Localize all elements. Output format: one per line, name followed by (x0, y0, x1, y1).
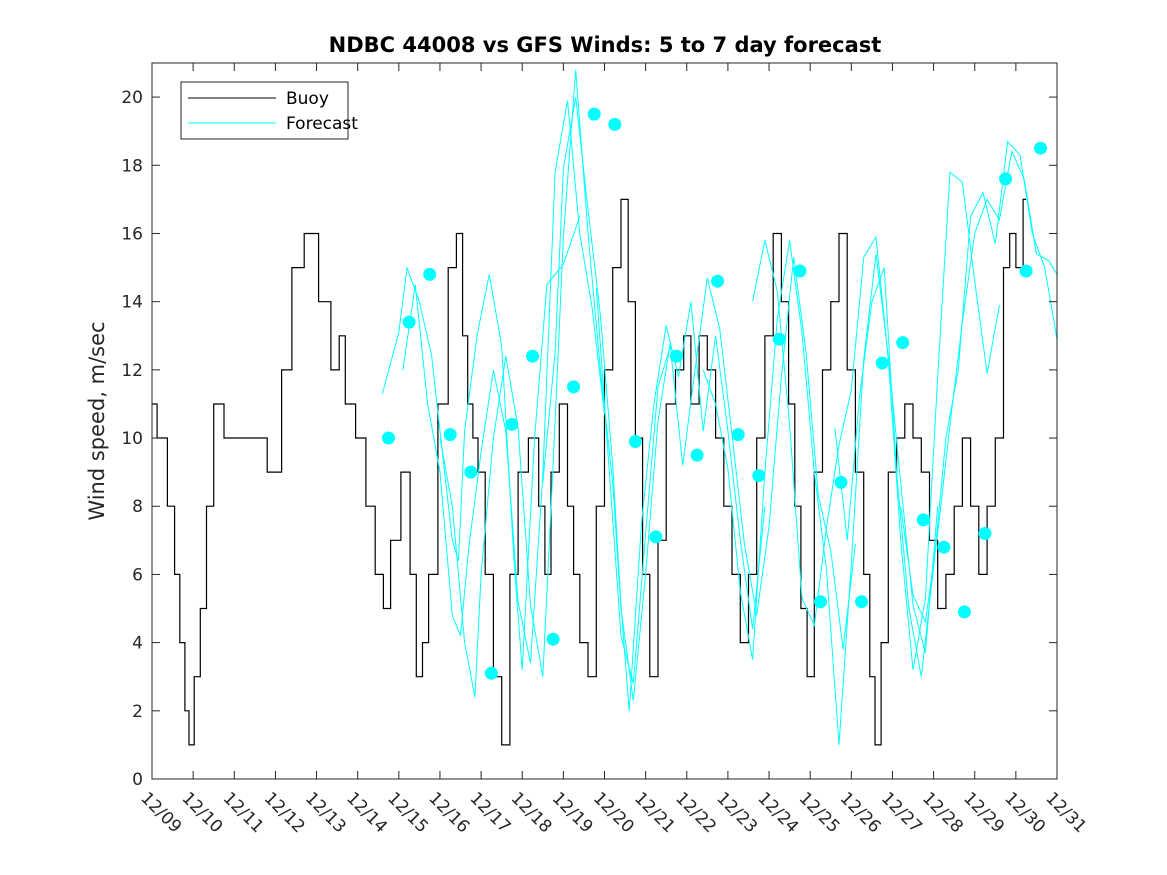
x-tick-label: 12/31 (1041, 788, 1090, 837)
y-tick-label: 6 (132, 565, 143, 585)
x-tick-label: 12/27 (877, 788, 926, 837)
x-tick-label: 12/20 (589, 788, 638, 837)
forecast-marker (999, 172, 1013, 186)
plot-area (151, 62, 1058, 780)
forecast-marker (505, 417, 519, 431)
forecast-marker (608, 117, 622, 131)
forecast-marker (896, 336, 910, 350)
x-tick-label: 12/29 (959, 788, 1008, 837)
x-tick-label: 12/18 (507, 788, 556, 837)
x-tick-label: 12/23 (712, 788, 761, 837)
forecast-run-line-6 (702, 240, 939, 745)
forecast-marker (855, 595, 869, 609)
x-tick-label: 12/26 (836, 788, 885, 837)
buoy-series-layer (152, 198, 1027, 746)
y-tick-label: 8 (132, 497, 143, 517)
x-tick-label: 12/24 (753, 788, 802, 837)
forecast-marker (546, 632, 560, 646)
forecast-marker (1019, 264, 1033, 278)
forecast-marker (382, 431, 395, 445)
forecast-marker (752, 469, 766, 483)
forecast-marker (731, 428, 745, 442)
forecast-marker (814, 595, 827, 609)
y-axis-label: Wind speed, m/sec (85, 321, 109, 520)
forecast-marker (526, 349, 539, 363)
forecast-marker (711, 274, 725, 288)
forecast-marker (443, 428, 457, 442)
forecast-marker (834, 475, 848, 489)
y-tick-label: 14 (121, 293, 143, 313)
x-tick-label: 12/28 (918, 788, 967, 837)
forecast-run-line-1 (381, 216, 581, 670)
x-tick-label: 12/10 (178, 788, 227, 837)
x-tick-label: 12/15 (383, 788, 432, 837)
forecast-run-line-5 (595, 257, 856, 684)
x-tick-label: 12/16 (424, 788, 473, 837)
forecast-run-line-3 (439, 69, 671, 701)
x-tick-label: 12/21 (630, 788, 679, 837)
forecast-marker (484, 666, 498, 680)
forecast-marker (567, 380, 581, 394)
x-tick-label: 12/25 (795, 788, 844, 837)
y-tick-label: 20 (121, 88, 143, 108)
y-axis: 0 2 4 6 8 10 12 14 16 18 20 (121, 88, 1057, 790)
legend-buoy-label: Buoy (286, 89, 329, 109)
forecast-run-line-7 (752, 171, 1000, 670)
x-tick-label: 12/19 (548, 788, 597, 837)
forecast-marker (628, 435, 642, 448)
forecast-marker (464, 465, 478, 479)
forecast-marker (957, 605, 971, 619)
forecast-marker-layer (382, 107, 1047, 680)
x-tick-label: 12/12 (260, 788, 309, 837)
forecast-marker (772, 332, 786, 346)
buoy-series-line (152, 198, 1027, 746)
y-tick-label: 10 (121, 429, 143, 449)
legend: Buoy Forecast (180, 81, 358, 140)
forecast-marker (423, 267, 437, 281)
y-tick-label: 2 (132, 702, 143, 722)
y-tick-label: 4 (132, 634, 143, 654)
x-tick-label: 12/22 (671, 788, 720, 837)
y-tick-label: 0 (132, 770, 143, 790)
legend-box (180, 81, 349, 140)
forecast-marker (402, 315, 416, 329)
forecast-marker (690, 448, 704, 462)
forecast-marker (793, 264, 807, 278)
forecast-marker (1034, 141, 1047, 155)
legend-forecast-label: Forecast (286, 114, 358, 134)
forecast-run-line-4 (542, 97, 766, 711)
forecast-marker (978, 527, 992, 540)
forecast-marker (649, 530, 663, 544)
forecast-marker (587, 107, 601, 121)
forecast-run-line-9 (900, 149, 1058, 624)
x-tick-label: 12/13 (301, 788, 350, 837)
y-tick-label: 18 (121, 156, 143, 176)
forecast-marker (670, 349, 683, 363)
x-tick-label: 12/30 (1000, 788, 1049, 837)
x-tick-label: 12/11 (219, 788, 268, 837)
chart-title: NDBC 44008 vs GFS Winds: 5 to 7 day fore… (329, 33, 882, 57)
y-tick-label: 16 (121, 224, 143, 244)
x-tick-label: 12/17 (466, 788, 515, 837)
y-tick-label: 12 (121, 361, 143, 381)
forecast-run-line-8 (834, 140, 1058, 677)
forecast-marker (875, 356, 889, 370)
forecast-run-line-2 (402, 100, 605, 664)
x-tick-label: 12/14 (342, 788, 391, 837)
forecast-marker (937, 540, 951, 554)
forecast-marker (916, 513, 930, 527)
forecast-series-layer (381, 69, 1058, 745)
x-tick-label: 12/09 (136, 788, 185, 837)
